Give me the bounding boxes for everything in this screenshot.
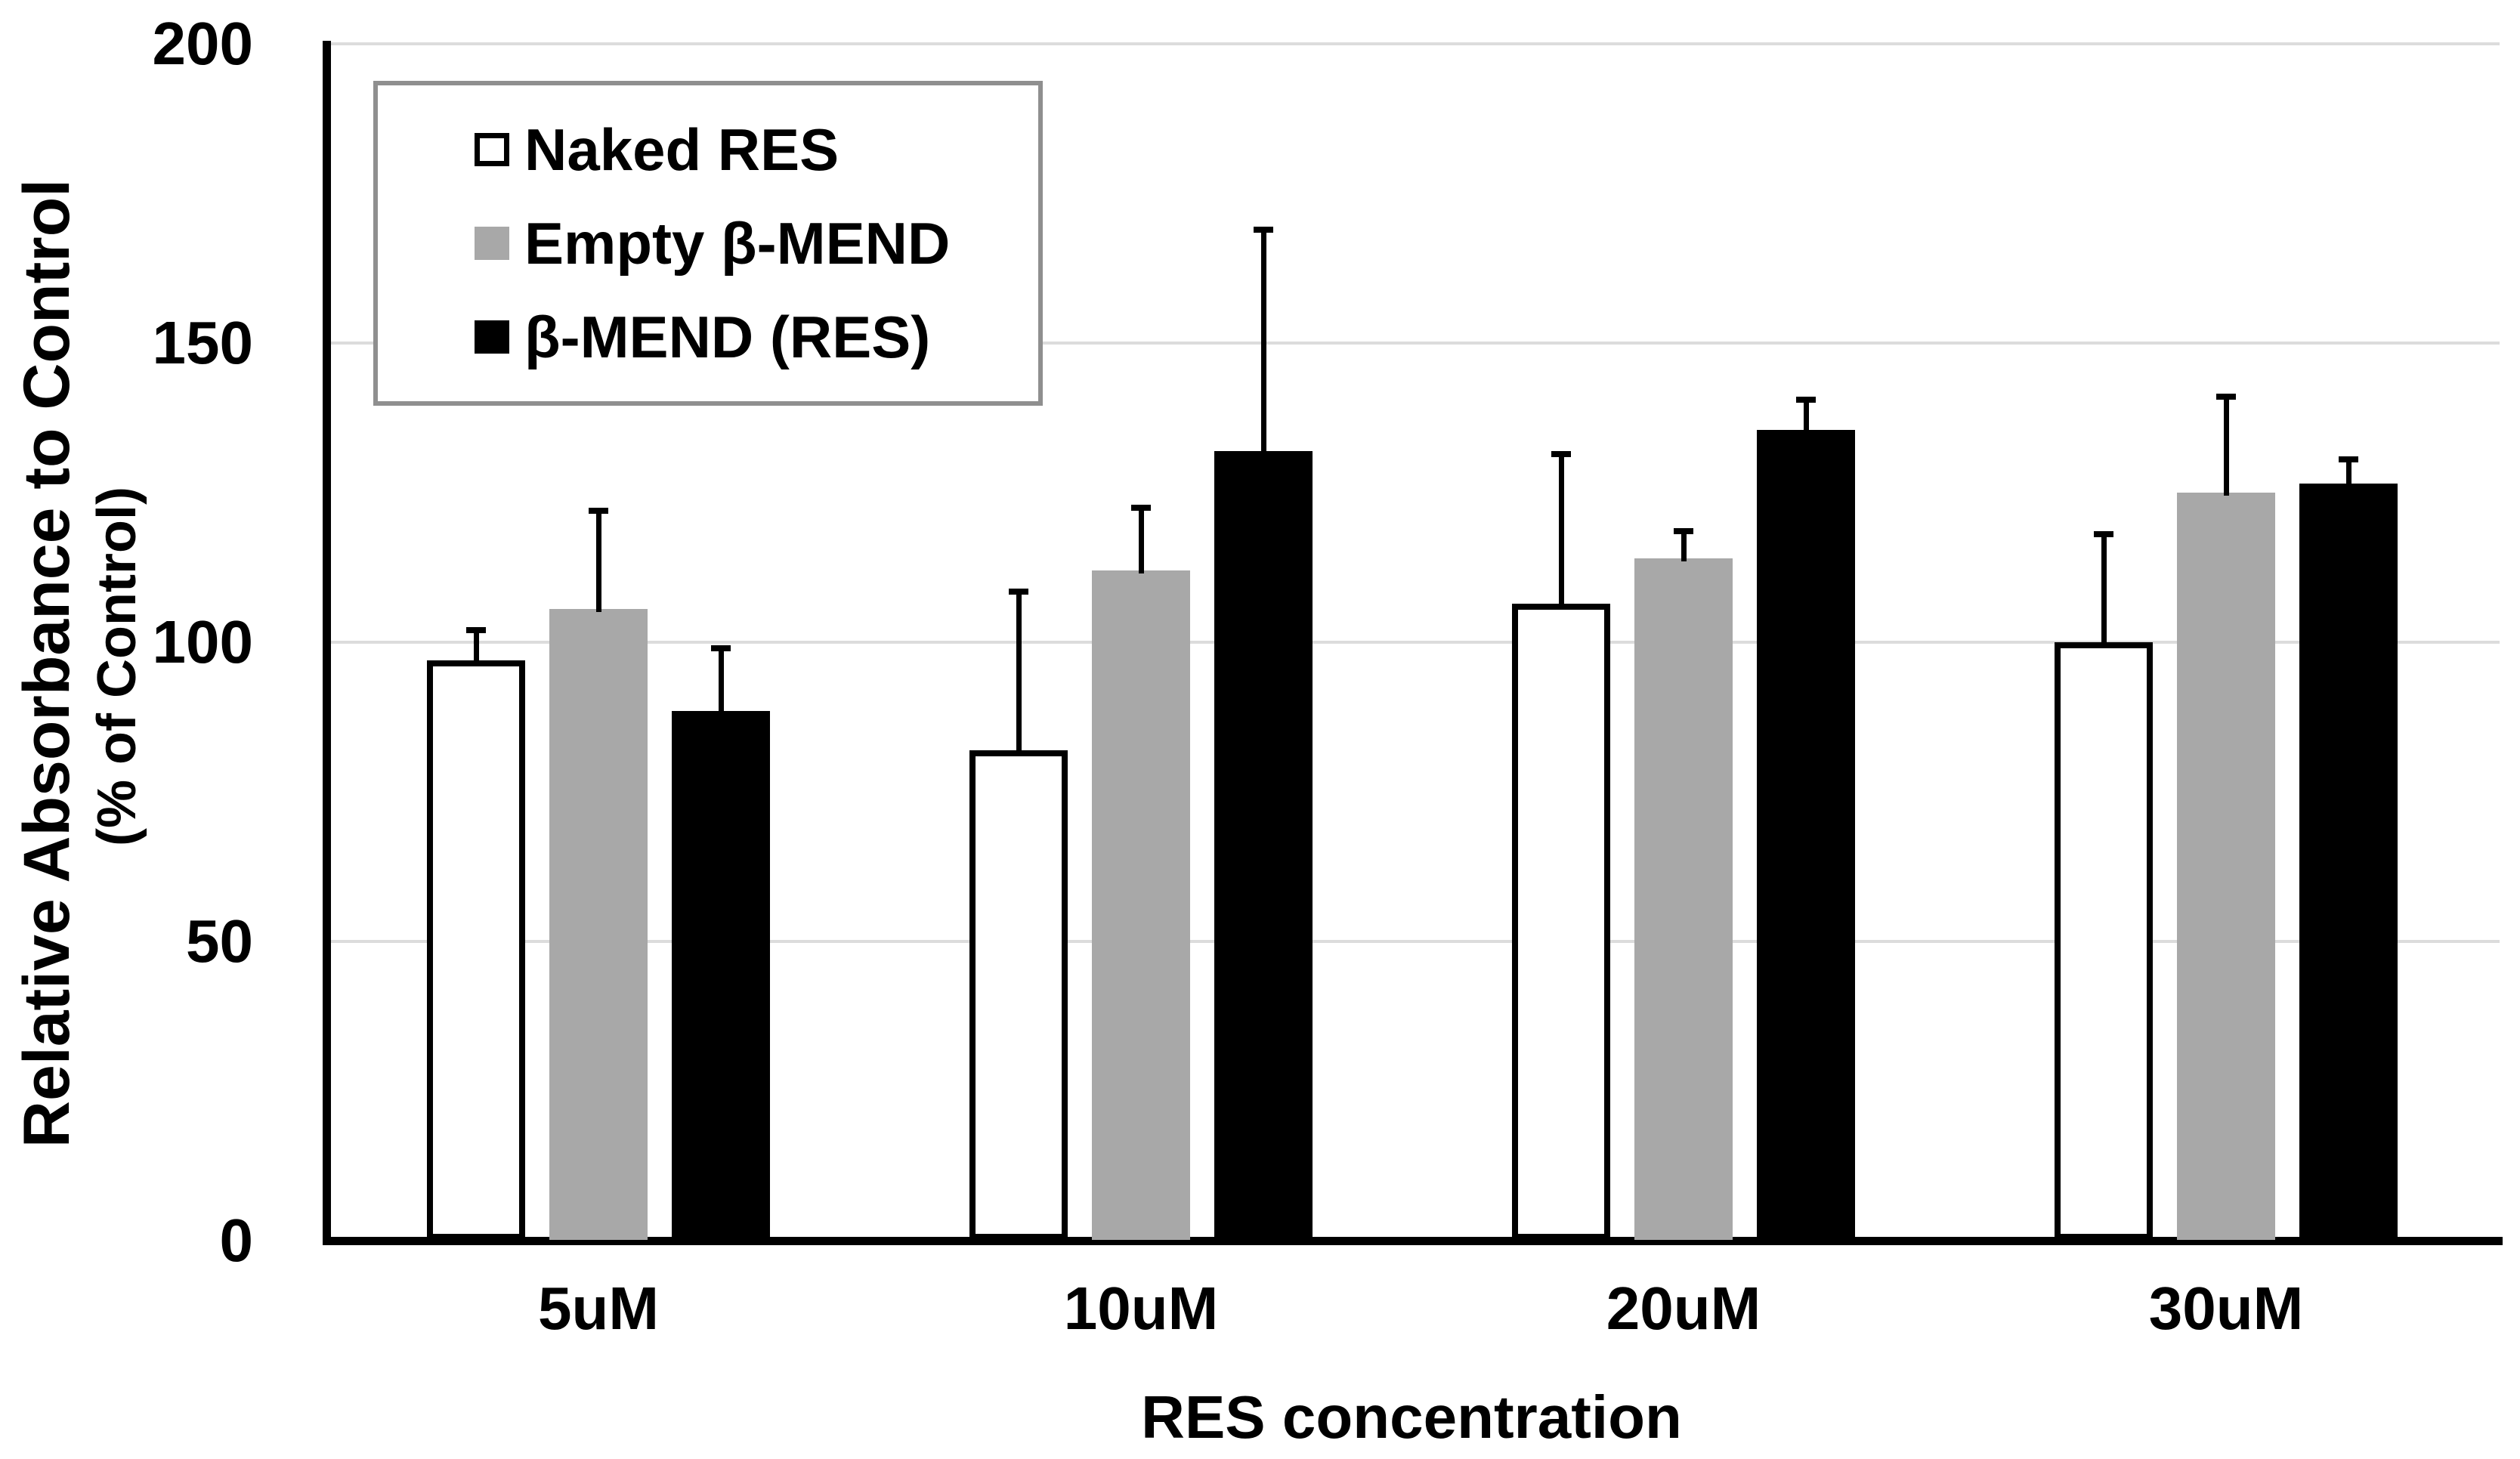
x-tick-label-5uM: 5uM [538, 1275, 659, 1342]
bar-30uM-Naked RES [2055, 642, 2153, 1240]
y-tick-label-200: 200 [152, 10, 253, 77]
x-tick-label-30uM: 30uM [2148, 1275, 2304, 1342]
error-bar-10uM-Empty β-MEND [1138, 507, 1144, 573]
bar-5uM-Naked RES [427, 660, 525, 1240]
error-bar-20uM-Empty β-MEND [1681, 531, 1687, 562]
x-axis-title: RES concentration [1141, 1383, 1682, 1451]
x-tick-label-10uM: 10uM [1063, 1275, 1219, 1342]
bar-30uM-Empty β-MEND [2177, 493, 2275, 1240]
bar-5uM-β-MEND (RES) [672, 711, 770, 1240]
legend-label-Empty β-MEND: Empty β-MEND [524, 210, 951, 277]
gridline-200 [330, 42, 2500, 45]
y-axis-line [323, 41, 331, 1244]
legend-label-β-MEND (RES): β-MEND (RES) [524, 304, 931, 370]
error-cap-5uM-Empty β-MEND [589, 507, 608, 514]
x-axis-line [323, 1237, 2503, 1245]
error-cap-20uM-β-MEND (RES) [1796, 397, 1816, 403]
gridline-150 [330, 342, 2500, 345]
error-bar-10uM-β-MEND (RES) [1260, 229, 1266, 454]
bar-5uM-Empty β-MEND [549, 609, 648, 1240]
error-cap-30uM-β-MEND (RES) [2339, 456, 2358, 463]
legend-label-Naked RES: Naked RES [524, 116, 839, 183]
error-cap-20uM-Empty β-MEND [1674, 528, 1693, 535]
bar-20uM-Empty β-MEND [1634, 558, 1733, 1240]
error-cap-30uM-Naked RES [2094, 531, 2113, 538]
error-bar-30uM-Naked RES [2101, 534, 2107, 645]
error-cap-5uM-β-MEND (RES) [711, 644, 731, 651]
y-tick-label-100: 100 [152, 608, 253, 675]
legend-item-Empty β-MEND: Empty β-MEND [475, 214, 1038, 273]
bar-20uM-β-MEND (RES) [1757, 429, 1855, 1240]
legend-item-Naked RES: Naked RES [475, 120, 1038, 179]
legend-swatch-Naked RES [475, 133, 509, 166]
y-tick-label-0: 0 [219, 1207, 254, 1274]
error-bar-20uM-β-MEND (RES) [1803, 400, 1809, 433]
error-cap-10uM-β-MEND (RES) [1254, 226, 1273, 233]
error-bar-20uM-Naked RES [1558, 453, 1564, 607]
error-bar-5uM-Naked RES [473, 630, 479, 663]
bar-10uM-β-MEND (RES) [1214, 450, 1313, 1240]
error-cap-20uM-Naked RES [1551, 450, 1571, 457]
gridline-100 [330, 641, 2500, 644]
legend: Naked RES Empty β-MEND β-MEND (RES) [373, 81, 1043, 406]
y-tick-label-50: 50 [186, 907, 253, 975]
legend-swatch-β-MEND (RES) [475, 320, 509, 354]
error-bar-5uM-β-MEND (RES) [718, 648, 724, 715]
gridline-50 [330, 940, 2500, 943]
legend-item-β-MEND (RES): β-MEND (RES) [475, 308, 1038, 366]
error-cap-5uM-Naked RES [466, 627, 486, 634]
x-tick-label-20uM: 20uM [1606, 1275, 1761, 1342]
bar-10uM-Empty β-MEND [1092, 570, 1190, 1240]
error-bar-10uM-Naked RES [1016, 591, 1022, 753]
bar-10uM-Naked RES [969, 750, 1068, 1240]
error-cap-10uM-Empty β-MEND [1131, 504, 1151, 511]
y-tick-label-150: 150 [152, 309, 253, 376]
bar-30uM-β-MEND (RES) [2299, 484, 2398, 1240]
error-bar-5uM-Empty β-MEND [595, 510, 601, 613]
error-cap-30uM-Empty β-MEND [2216, 394, 2236, 400]
error-cap-10uM-Naked RES [1009, 588, 1028, 595]
bar-20uM-Naked RES [1512, 603, 1610, 1240]
error-bar-30uM-Empty β-MEND [2223, 397, 2229, 496]
error-bar-30uM-β-MEND (RES) [2345, 459, 2351, 487]
legend-swatch-Empty β-MEND [475, 227, 509, 260]
